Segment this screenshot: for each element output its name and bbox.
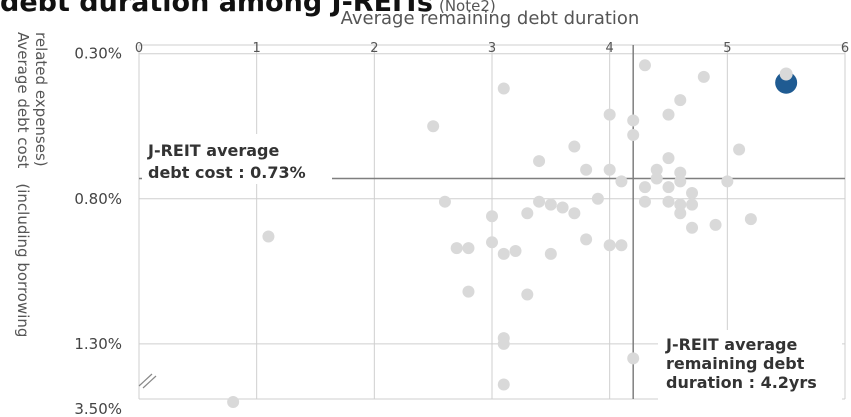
data-point [556,201,569,214]
annotation-average-cost: J-REIT average debt cost : 0.73% [147,141,306,182]
y-tick-label: 0.30% [74,45,122,63]
x-tick-label: 6 [841,41,849,56]
data-point [697,70,710,83]
data-point [627,114,640,127]
data-point [568,207,581,220]
y-axis-title: Average debt cost (including borrowingre… [14,32,50,337]
data-point [427,120,440,133]
data-point [486,236,498,249]
x-tick-label: 3 [488,41,496,56]
data-point [262,230,275,243]
data-point [627,352,640,365]
chart-title-text: debt duration among J-REITs [0,0,433,18]
data-point [544,247,557,260]
y-axis-title-text: Average debt cost (including borrowingre… [14,32,50,337]
data-point [591,192,604,205]
axis-labels: 0 1 2 3 4 5 6 0.30% 0.80% 1.30% 3.50% [74,41,849,417]
data-point [627,128,640,141]
data-point [603,239,616,252]
data-point [674,94,687,107]
x-tick-label: 4 [606,41,614,56]
x-tick-label: 0 [135,41,143,56]
data-point [615,239,628,252]
data-point [580,163,593,176]
data-point [674,198,687,211]
data-point [686,198,699,211]
data-point [638,181,651,194]
data-point [638,195,651,208]
annotations: J-REIT average debt cost : 0.73%J-REIT av… [142,134,842,400]
y-tick-label: 1.30% [74,335,122,353]
x-tick-label: 2 [370,41,378,56]
data-point [462,242,475,255]
chart-title-note: (Note2) [438,0,496,15]
data-point [686,186,699,199]
data-point [674,207,687,220]
x-tick-label: 5 [723,41,731,56]
data-point [509,245,522,258]
annotation-cost-background [142,134,332,184]
chart-title: debt duration among J-REITs (Note2) [0,0,496,18]
data-point [674,166,687,179]
x-axis-title: Average remaining debt duration [341,8,640,29]
data-point [686,221,699,234]
data-point [721,175,734,188]
data-point [521,207,534,220]
data-point [497,247,510,260]
data-point [650,172,663,185]
data-point [497,82,510,95]
data-point [744,213,757,226]
data-point [779,67,793,81]
y-axis-title-line: related expenses) [32,32,50,167]
data-point-below-break [227,396,240,408]
data-point [674,175,687,188]
data-point [733,143,746,156]
data-point [521,288,534,301]
data-point [497,378,510,391]
data-point [662,181,675,194]
data-point [438,195,451,208]
data-point [450,242,463,255]
data-point [533,195,546,208]
y-axis-title-line: Average debt cost (including borrowing [14,32,32,337]
y-tick-label: 3.50% [74,400,122,417]
data-point [638,59,651,72]
data-point [615,175,628,188]
data-point [462,285,475,298]
data-point [486,210,498,223]
annotation-line: J-REIT average [665,335,798,354]
data-point [533,155,546,168]
annotation-line: debt cost : 0.73% [148,163,306,182]
data-point [568,140,581,153]
annotation-average-duration: J-REIT average remaining debt duration : 4… [665,335,817,392]
data-point [544,198,557,211]
data-point [650,163,663,176]
data-points [227,59,798,408]
x-tick-label: 1 [253,41,261,56]
annotation-line: J-REIT average [147,141,280,160]
axis-break-mark [138,373,153,387]
data-point [580,233,593,246]
data-point [497,337,510,350]
y-tick-label: 0.80% [74,190,122,208]
data-point [662,108,675,121]
data-point [709,218,722,231]
data-point [662,195,675,208]
data-point [662,152,675,165]
annotation-line: remaining debt [666,354,805,373]
annotation-duration-background [658,330,842,400]
data-point [603,108,616,121]
annotation-line: duration : 4.2yrs [666,373,817,392]
axis-break-mark [142,375,157,389]
data-point [603,163,616,176]
